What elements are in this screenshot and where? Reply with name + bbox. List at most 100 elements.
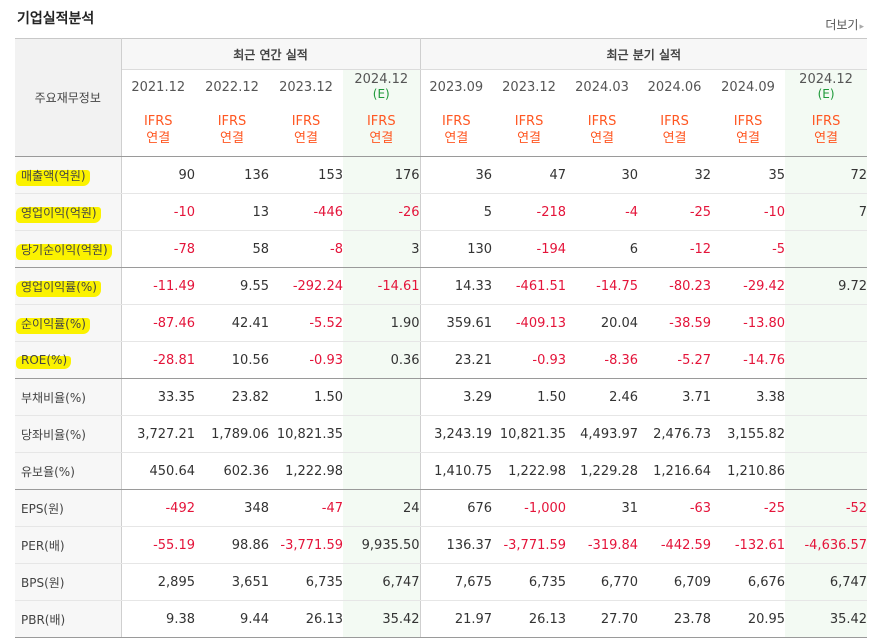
row-label-text: 매출액(억원) — [21, 168, 86, 183]
standard-line1: IFRS — [587, 114, 617, 129]
table-cell: 58 — [195, 230, 269, 268]
table-cell: 36 — [420, 156, 493, 194]
table-cell: -14.75 — [566, 267, 639, 305]
table-cell: 3 — [343, 230, 421, 268]
table-cell: -292.24 — [269, 267, 343, 305]
table-cell: -194 — [492, 230, 567, 268]
highlighted-label: 영업이익(억원) — [16, 204, 101, 223]
row-label-text: PBR(배) — [21, 612, 66, 627]
table-cell: 10,821.35 — [492, 415, 567, 453]
table-cell: 450.64 — [121, 452, 195, 490]
table-cell: -3,771.59 — [269, 526, 343, 564]
table-cell: 1,216.64 — [638, 452, 712, 490]
period-header: 2024.12 (E) — [785, 69, 868, 104]
highlighted-label: 순이익률(%) — [16, 315, 90, 334]
table-cell — [343, 415, 421, 453]
table-cell: -13.80 — [711, 304, 786, 342]
row-label-text: 부채비율(%) — [21, 390, 86, 405]
estimate-mark: (E) — [372, 87, 390, 101]
table-cell: 10,821.35 — [269, 415, 343, 453]
table-cell: 9.38 — [121, 600, 195, 638]
page-title: 기업실적분석 — [17, 11, 95, 27]
label-text: 당좌비율(%) — [21, 428, 86, 442]
table-cell: -11.49 — [121, 267, 195, 305]
table-cell: 21.97 — [420, 600, 493, 638]
standard-line2: 연결 — [736, 131, 760, 146]
more-link[interactable]: 더보기▸ — [825, 16, 864, 33]
table-cell: 3.71 — [638, 378, 712, 416]
table-cell: 14.33 — [420, 267, 493, 305]
period-header: 2022.12 — [195, 69, 269, 104]
financial-table: 주요재무정보 최근 연간 실적 최근 분기 실적 2021.12 2022.12 2… — [15, 38, 868, 638]
highlighted-label: 매출액(억원) — [16, 167, 90, 186]
table-cell: 2,476.73 — [638, 415, 712, 453]
label-text: PBR(배) — [21, 613, 65, 627]
standard-cell: IFRS 연결 — [785, 104, 868, 157]
more-label[interactable]: 더보기 — [825, 18, 859, 32]
table-cell: 676 — [420, 489, 493, 527]
table-cell: -1,000 — [492, 489, 567, 527]
table-cell: -25 — [638, 193, 712, 231]
standard-line1: IFRS — [514, 114, 544, 129]
table-cell: -47 — [269, 489, 343, 527]
table-cell: -132.61 — [711, 526, 786, 564]
row-label: 유보율(%) — [15, 452, 122, 490]
table-cell: 6 — [566, 230, 639, 268]
table-cell: -218 — [492, 193, 567, 231]
table-cell: -55.19 — [121, 526, 195, 564]
table-cell — [785, 341, 868, 379]
table-cell: -26 — [343, 193, 421, 231]
period-label: 2021.12 — [131, 79, 186, 95]
standard-line2: 연결 — [294, 131, 318, 146]
table-cell — [785, 452, 868, 490]
row-label-text: BPS(원) — [21, 575, 65, 590]
table-cell: -14.76 — [711, 341, 786, 379]
table-cell: 7 — [785, 193, 868, 231]
annual-group-header: 최근 연간 실적 — [121, 38, 421, 70]
table-cell: -78 — [121, 230, 195, 268]
table-row: 당기순이익(억원) -78 58 -8 3 130 -194 6 -12 -5 — [15, 230, 868, 268]
table-cell: -3,771.59 — [492, 526, 567, 564]
table-row: EPS(원) -492 348 -47 24 676 -1,000 31 -63 -25 -52 — [15, 489, 868, 527]
table-row: 매출액(억원) 90 136 153 176 36 47 30 32 35 72 — [15, 156, 868, 194]
period-label: 2023.09 — [429, 79, 484, 95]
table-cell: 3.38 — [711, 378, 786, 416]
table-cell: 1,222.98 — [269, 452, 343, 490]
table-cell: -10 — [121, 193, 195, 231]
row-label-text: 영업이익(억원) — [21, 205, 97, 220]
highlighted-label: ROE(%) — [15, 353, 72, 369]
standard-line1: IFRS — [366, 114, 396, 129]
table-cell: 20.04 — [566, 304, 639, 342]
table-cell: 0.36 — [343, 341, 421, 379]
table-cell: -5.27 — [638, 341, 712, 379]
table-cell: 31 — [566, 489, 639, 527]
table-cell: 35.42 — [785, 600, 868, 638]
period-header: 2024.09 — [711, 69, 786, 104]
standard-line2: 연결 — [517, 131, 541, 146]
table-cell: 35 — [711, 156, 786, 194]
table-cell: 359.61 — [420, 304, 493, 342]
table-cell: -80.23 — [638, 267, 712, 305]
row-label-text: 당기순이익(억원) — [21, 242, 108, 257]
table-cell: -4,636.57 — [785, 526, 868, 564]
table-cell: 3,155.82 — [711, 415, 786, 453]
table-cell: -8.36 — [566, 341, 639, 379]
standard-cell: IFRS 연결 — [492, 104, 567, 157]
table-cell: 1.50 — [492, 378, 567, 416]
period-label: 2024.06 — [647, 79, 702, 95]
period-row: 2021.12 2022.12 2023.12 2024.12 (E) 2023.09 20… — [15, 69, 868, 104]
table-row: 순이익률(%) -87.46 42.41 -5.52 1.90 359.61 -409.13… — [15, 304, 868, 342]
standard-row: IFRS 연결 IFRS 연결 IFRS 연결 IFRS 연결 IFRS 연결 IFRS 연결 IFRS… — [15, 104, 868, 157]
estimate-mark: (E) — [817, 87, 835, 101]
table-cell: 26.13 — [492, 600, 567, 638]
standard-cell: IFRS 연결 — [638, 104, 712, 157]
row-label: EPS(원) — [15, 489, 122, 527]
period-label: 2024.12 — [799, 72, 853, 87]
table-cell: 2,895 — [121, 563, 195, 601]
table-cell: -4 — [566, 193, 639, 231]
table-cell: 1,789.06 — [195, 415, 269, 453]
table-cell: 6,735 — [492, 563, 567, 601]
table-cell: -5.52 — [269, 304, 343, 342]
table-cell: 602.36 — [195, 452, 269, 490]
standard-line2: 연결 — [220, 131, 244, 146]
